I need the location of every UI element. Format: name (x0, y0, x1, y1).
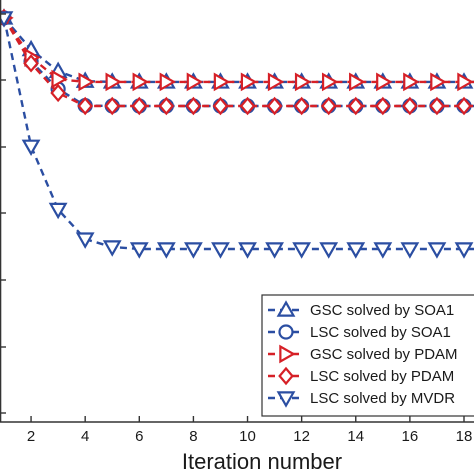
x-tick-label: 6 (135, 428, 143, 445)
x-tick-label: 4 (81, 428, 89, 445)
x-tick-label: 10 (239, 428, 256, 445)
data-point (21, 139, 41, 157)
data-point (132, 72, 150, 92)
data-point (376, 72, 393, 92)
legend-marker (278, 324, 294, 340)
data-point (266, 96, 283, 116)
data-point (131, 96, 148, 116)
data-point (403, 72, 420, 92)
data-point (156, 242, 176, 259)
data-point (104, 96, 121, 116)
data-point (186, 72, 204, 92)
x-tick-label: 18 (456, 428, 473, 445)
data-point (75, 232, 95, 249)
data-point (321, 72, 339, 92)
series-layer (0, 8, 474, 259)
data-point (50, 83, 66, 103)
data-point (212, 96, 229, 116)
x-tick-label: 12 (293, 428, 310, 445)
data-point (23, 54, 39, 73)
data-point (158, 96, 175, 116)
legend-marker (279, 344, 296, 364)
data-point (265, 242, 284, 259)
data-point (238, 242, 257, 259)
x-tick-label: 8 (189, 428, 197, 445)
data-point (129, 242, 149, 259)
legend-label: LSC solved by MVDR (310, 390, 455, 407)
legend-entry: LSC solved by SOA1 (268, 324, 451, 341)
data-point (400, 242, 420, 259)
data-point (454, 242, 474, 259)
data-point (346, 242, 366, 259)
legend-box (261, 294, 474, 417)
data-point (51, 69, 68, 89)
data-point (430, 72, 447, 92)
legend-label: LSC solved by SOA1 (310, 324, 451, 341)
series-4 (0, 8, 474, 116)
legend: GSC solved by SOA1 LSC solved by SOA1 GSC … (261, 294, 474, 417)
data-point (78, 72, 95, 92)
data-point (105, 72, 122, 92)
data-point (375, 96, 391, 116)
legend-marker (278, 366, 294, 386)
data-point (293, 96, 310, 116)
data-point (319, 242, 339, 259)
data-point (77, 96, 93, 116)
data-point (184, 242, 203, 259)
legend-entry: LSC solved by MVDR (268, 390, 455, 408)
data-point (267, 72, 285, 92)
series-5 (0, 11, 474, 259)
data-point (320, 96, 337, 116)
legend-label: GSC solved by PDAM (310, 346, 458, 363)
legend-label: LSC solved by PDAM (310, 368, 454, 385)
data-point (185, 96, 202, 116)
legend-marker (276, 391, 296, 408)
data-point (457, 72, 474, 92)
data-point (294, 72, 312, 92)
data-point (429, 96, 445, 116)
data-point (347, 96, 364, 116)
data-point (213, 72, 231, 92)
data-point (292, 242, 312, 259)
data-point (211, 242, 230, 259)
data-point (349, 72, 366, 92)
x-tick-label: 2 (27, 428, 35, 445)
x-tick-label: 14 (347, 428, 364, 445)
legend-entry: LSC solved by PDAM (268, 366, 454, 386)
legend-entry: GSC solved by SOA1 (268, 300, 454, 319)
data-point (373, 242, 393, 259)
data-point (402, 96, 418, 116)
x-tick-label: 16 (402, 428, 419, 445)
data-point (239, 96, 256, 116)
axis-layer: 2 4 6 8 10 12 14 16 18 (0, 0, 474, 445)
data-point (456, 96, 472, 116)
legend-entry: GSC solved by PDAM (268, 344, 458, 364)
data-point (240, 72, 258, 92)
x-axis-label: Iteration number (182, 449, 342, 474)
data-point (48, 202, 68, 220)
data-point (102, 240, 122, 257)
legend-marker (276, 300, 296, 317)
legend-label: GSC solved by SOA1 (310, 302, 454, 319)
data-point (427, 242, 447, 259)
data-point (159, 72, 177, 92)
